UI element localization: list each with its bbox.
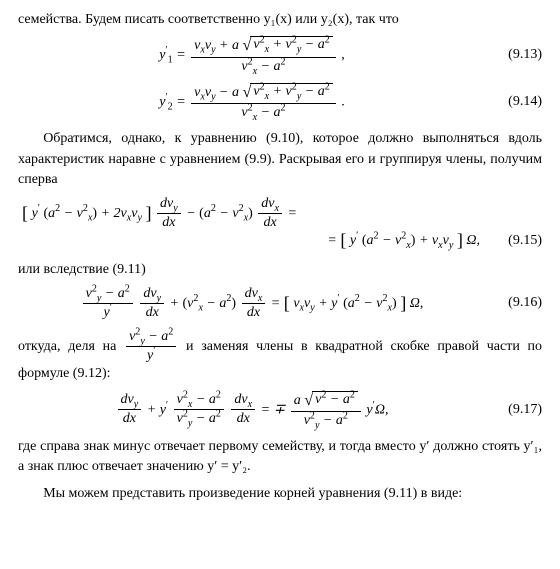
equation-number-9-17: (9.17) [486,400,542,420]
paragraph-4: откуда, деля на v2y − a2 y′ и заменяя чл… [18,329,542,384]
equation-9-14-body: y′2 = vxvy − a √ v2x + v2y − a2 v2x − a2… [18,83,486,122]
paragraph-2: Обратимся, однако, к уравнению (9.10), к… [18,129,542,190]
equation-9-16-body: v2y − a2 y′ dvydx + (v2x − a2) dvxdx = [… [18,286,486,321]
equation-number-9-13: (9.13) [486,45,542,65]
equation-9-16: v2y − a2 y′ dvydx + (v2x − a2) dvxdx = [… [18,286,542,321]
equation-9-14: y′2 = vxvy − a √ v2x + v2y − a2 v2x − a2… [18,83,542,122]
equation-9-15-body-2: = [ y′ (a2 − v2x) + vxvy ] Ω, [18,231,486,251]
equation-number-9-16: (9.16) [486,293,542,313]
equation-number-9-14: (9.14) [486,92,542,112]
equation-9-15-line1: [ y′ (a2 − v2x) + 2vxvy ] dvydx − (a2 − … [18,196,542,231]
equation-9-13: y′1 = vxvy + a √ v2x + v2y − a2 v2x − a2… [18,36,542,75]
equation-9-17: dvydx + y′ v2x − a2 v2y − a2 dvxdx = ∓ a… [18,391,542,430]
paragraph-4a: откуда, деля на [18,339,124,354]
equation-9-13-body: y′1 = vxvy + a √ v2x + v2y − a2 v2x − a2… [18,36,486,75]
paragraph-3: или вследствие (9.11) [18,260,542,280]
equation-number-9-15: (9.15) [486,231,542,251]
equation-9-17-body: dvydx + y′ v2x − a2 v2y − a2 dvxdx = ∓ a… [18,391,486,430]
paragraph-intro: семейства. Будем писать соответственно y… [18,10,542,30]
paragraph-6: Мы можем представить произведение корней… [18,484,542,504]
equation-9-15-line2: = [ y′ (a2 − v2x) + vxvy ] Ω, (9.15) [18,231,542,251]
paragraph-5: где справа знак минус отвечает первому с… [18,437,542,478]
equation-9-15-body-1: [ y′ (a2 − v2x) + 2vxvy ] dvydx − (a2 − … [18,196,486,231]
